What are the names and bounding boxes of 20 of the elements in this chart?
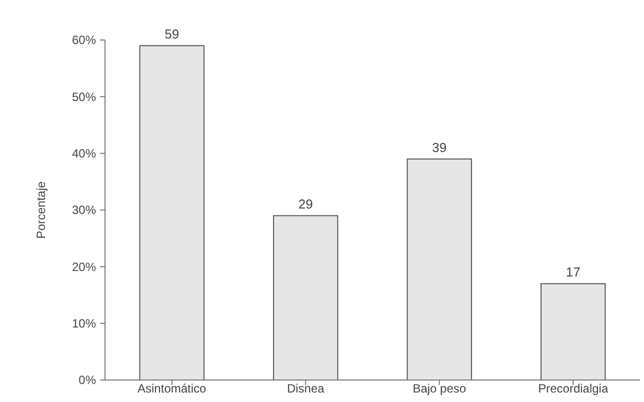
bar <box>540 283 606 380</box>
y-axis-title: Porcentaje <box>34 180 48 239</box>
y-tick-label: 30% <box>72 203 96 218</box>
bar <box>273 215 338 380</box>
data-label: 17 <box>566 264 580 280</box>
x-tick-label: Disnea <box>286 382 325 396</box>
y-tick-label: 40% <box>72 146 96 161</box>
y-tick-label: 20% <box>72 260 96 274</box>
x-tick-label: Bajo peso <box>412 382 466 396</box>
bar <box>406 158 472 380</box>
x-tick-label: Asintomático <box>138 382 207 396</box>
y-tick-label: 0% <box>78 373 96 388</box>
y-tick-label: 60% <box>72 33 96 48</box>
data-label: 39 <box>432 140 447 155</box>
y-tick-label: 10% <box>72 316 96 331</box>
y-tick-label: 50% <box>72 90 96 104</box>
data-label: 29 <box>298 196 313 212</box>
bar <box>139 45 204 380</box>
x-tick-label: Precordialgia <box>538 382 608 396</box>
data-label: 59 <box>164 26 180 42</box>
